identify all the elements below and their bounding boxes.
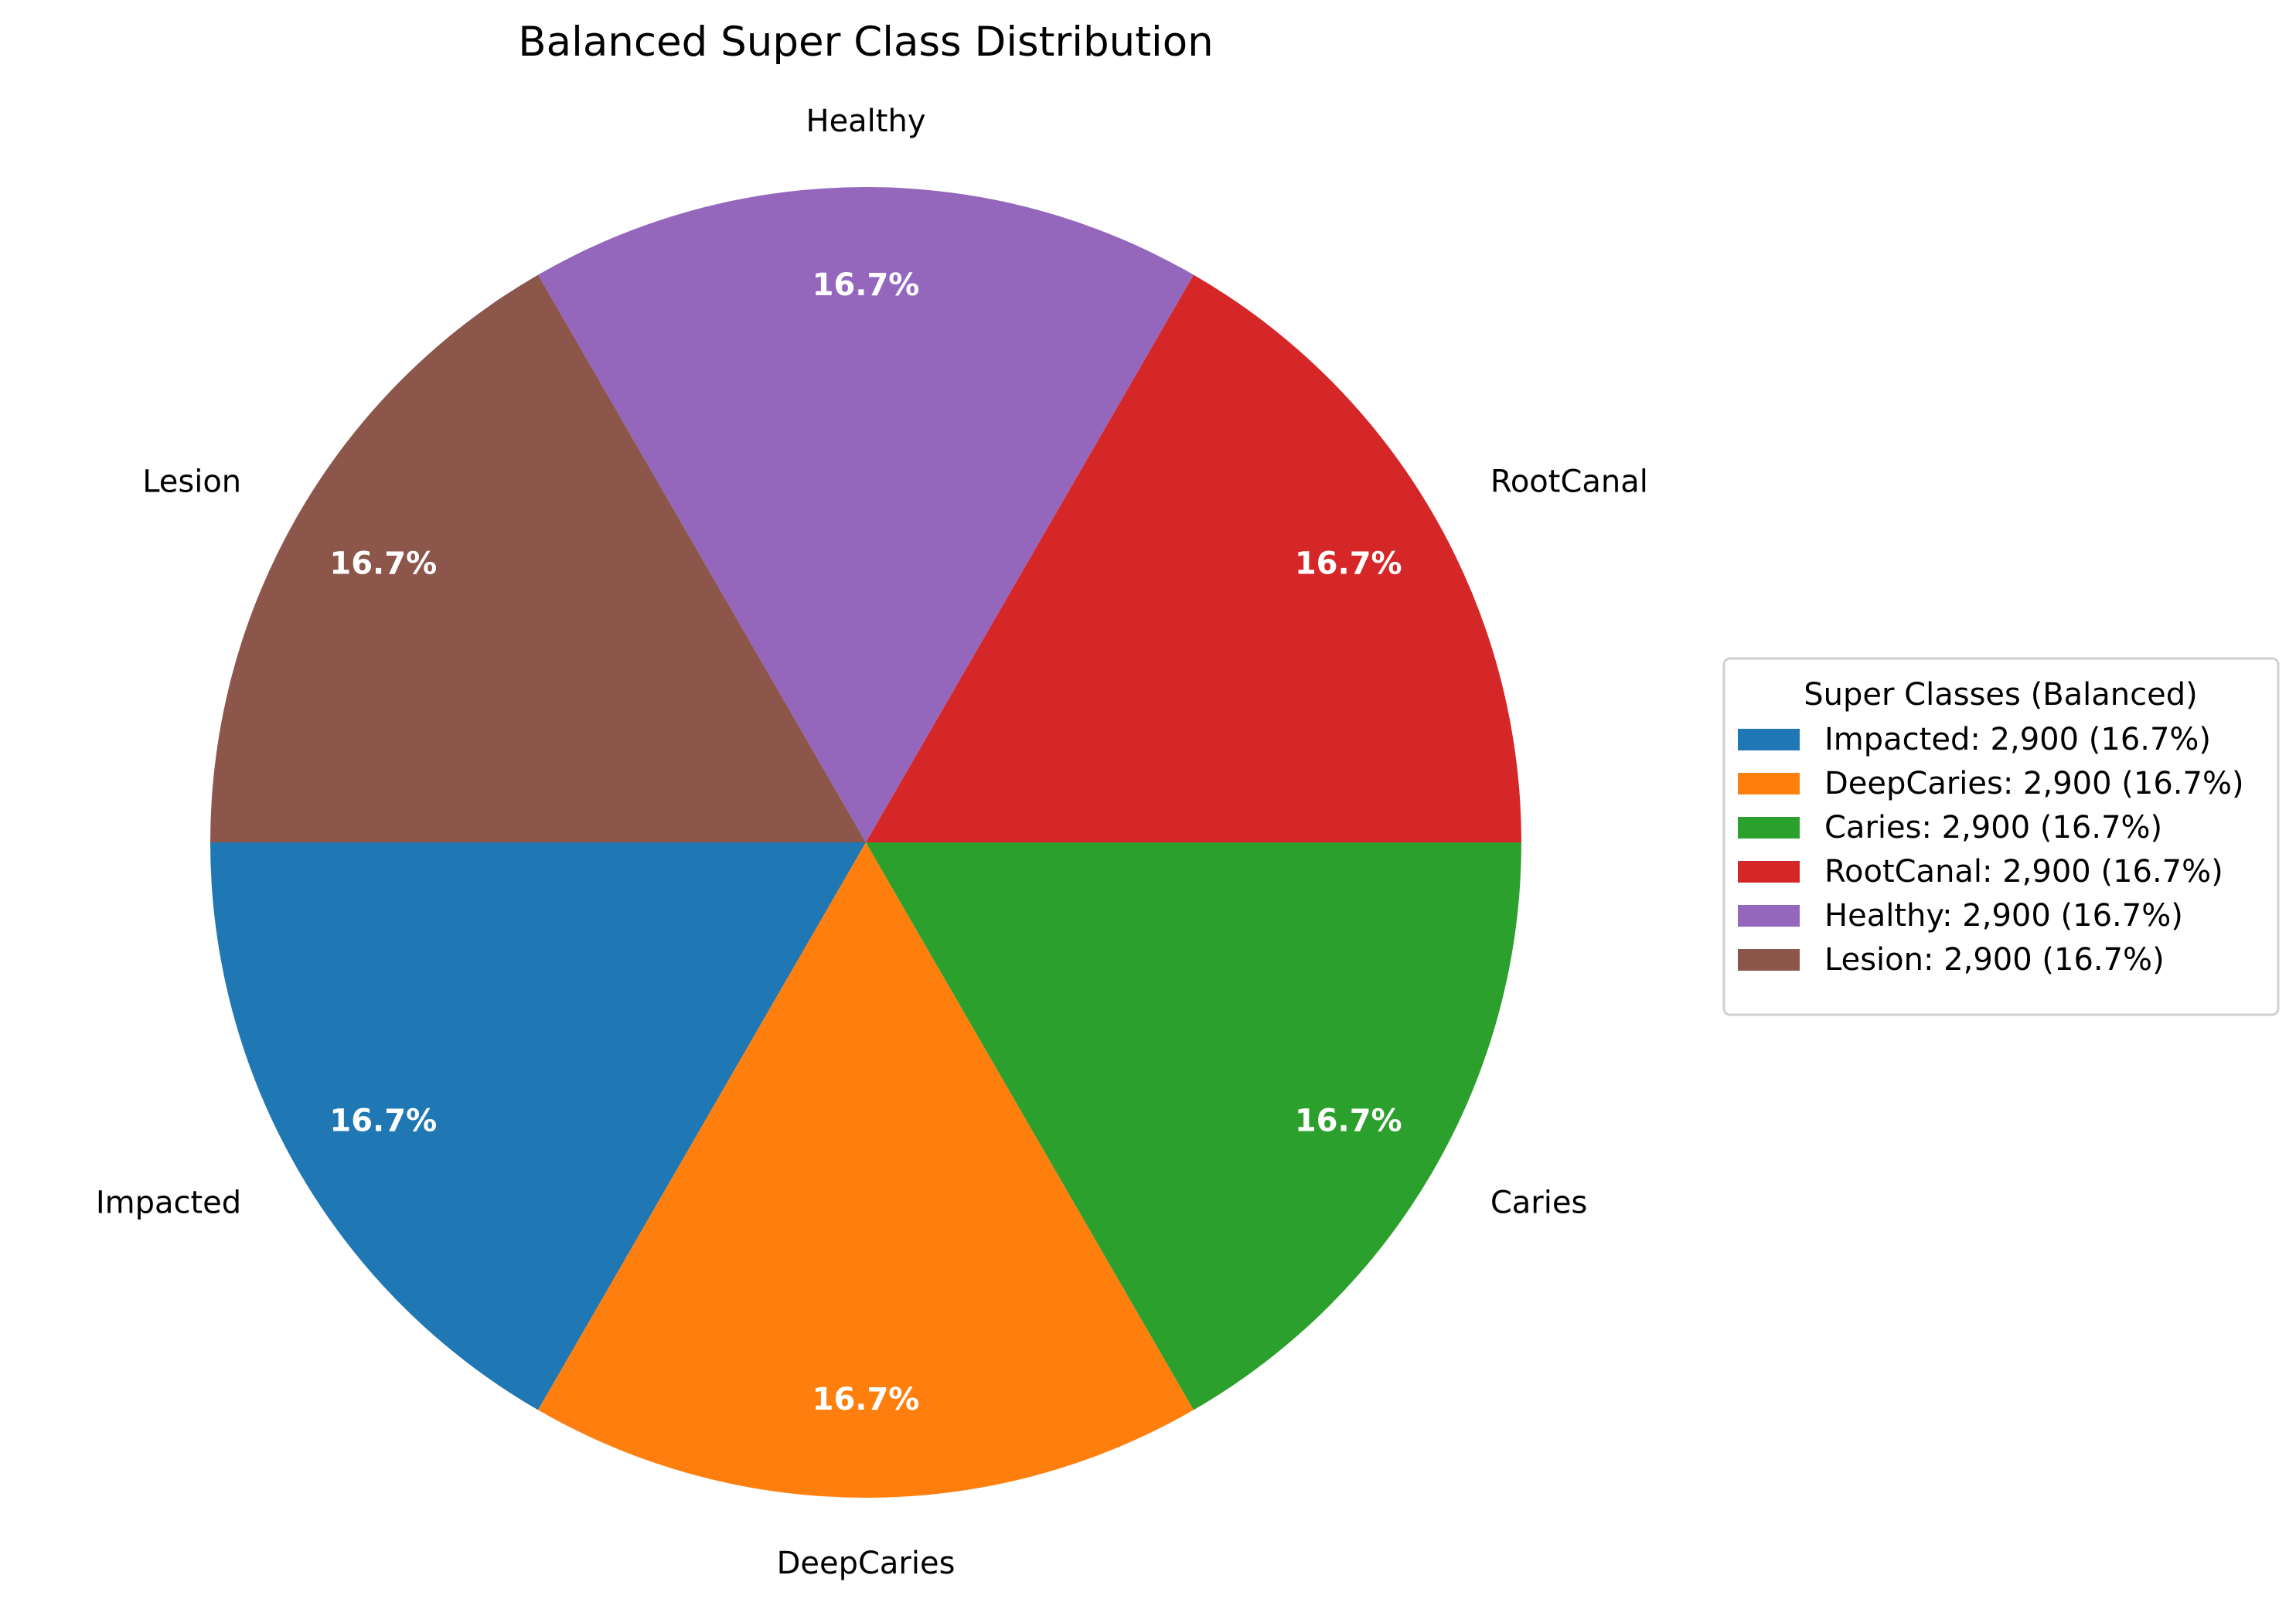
chart-title: Balanced Super Class Distribution (518, 19, 1213, 66)
percent-label-caries: 16.7% (1295, 1103, 1402, 1138)
slice-label-healthy: Healthy (806, 104, 925, 139)
legend-entry-impacted: Impacted: 2,900 (16.7%) (1824, 722, 2211, 757)
slice-deepcaries (538, 842, 1194, 1498)
legend-frame (1722, 657, 2280, 1016)
percent-label-healthy: 16.7% (812, 267, 920, 303)
legend-swatch-impacted (1738, 729, 1800, 750)
percent-label-rootcanal: 16.7% (1295, 546, 1402, 582)
legend: Super Classes (Balanced) Impacted: 2,900… (1722, 657, 2280, 1016)
legend-entry-rootcanal: RootCanal: 2,900 (16.7%) (1824, 854, 2223, 890)
percent-label-deepcaries: 16.7% (812, 1382, 920, 1417)
pie-slices (210, 186, 1521, 1498)
slice-rootcanal (866, 274, 1521, 842)
legend-entry-deepcaries: DeepCaries: 2,900 (16.7%) (1824, 766, 2244, 801)
slice-label-lesion: Lesion (142, 464, 241, 500)
legend-swatch-caries (1738, 817, 1800, 839)
legend-items: Impacted: 2,900 (16.7%) DeepCaries: 2,900… (1738, 722, 2244, 978)
legend-swatch-healthy (1738, 905, 1800, 927)
legend-swatch-rootcanal (1738, 861, 1800, 883)
percent-label-lesion: 16.7% (329, 546, 437, 582)
legend-entry-lesion: Lesion: 2,900 (16.7%) (1824, 942, 2165, 978)
slice-labels: Impacted DeepCaries Caries RootCanal Healthy… (96, 104, 1648, 1581)
slice-healthy (538, 186, 1194, 842)
legend-title: Super Classes (Balanced) (1804, 677, 2197, 713)
slice-impacted (210, 842, 866, 1410)
percent-labels: 16.7% 16.7% 16.7% 16.7% 16.7% 16.7% (329, 267, 1402, 1417)
legend-entry-caries: Caries: 2,900 (16.7%) (1824, 810, 2162, 845)
percent-label-impacted: 16.7% (329, 1103, 437, 1138)
slice-label-rootcanal: RootCanal (1490, 464, 1648, 500)
slice-caries (866, 842, 1521, 1410)
legend-swatch-lesion (1738, 949, 1800, 971)
slice-lesion (210, 274, 866, 842)
legend-swatch-deepcaries (1738, 773, 1800, 794)
legend-entry-healthy: Healthy: 2,900 (16.7%) (1824, 898, 2183, 934)
slice-label-caries: Caries (1490, 1185, 1587, 1220)
slice-label-deepcaries: DeepCaries (777, 1546, 956, 1581)
slice-label-impacted: Impacted (96, 1185, 241, 1220)
